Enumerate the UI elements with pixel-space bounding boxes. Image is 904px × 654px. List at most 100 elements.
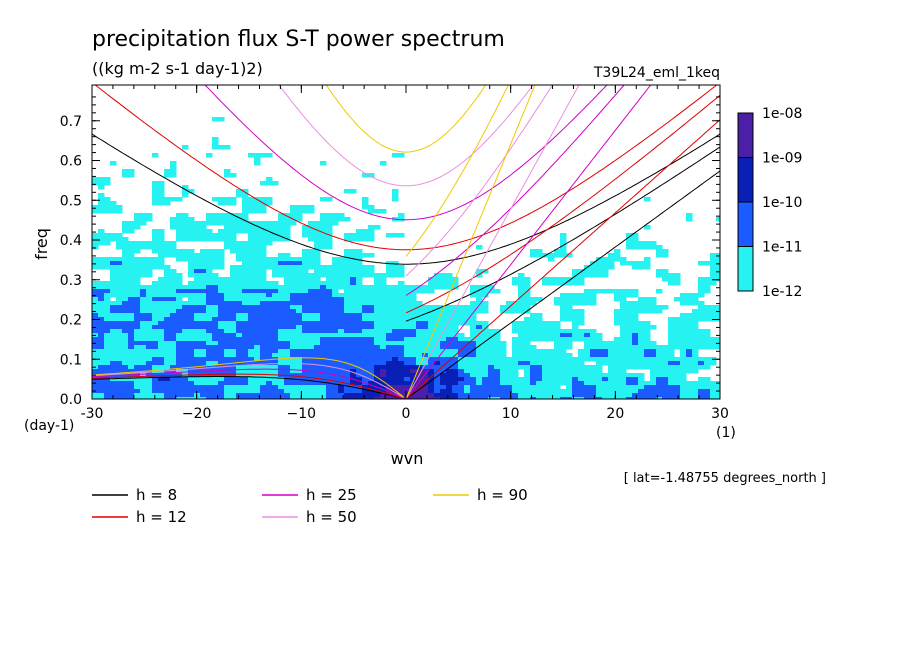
contour-cell <box>338 377 345 382</box>
contour-cell <box>356 297 363 302</box>
contour-cell <box>110 293 117 298</box>
contour-cell <box>116 205 123 210</box>
contour-cell <box>290 369 297 374</box>
contour-cell <box>128 301 135 306</box>
contour-cell <box>278 301 285 306</box>
contour-cell <box>236 357 243 362</box>
contour-cell <box>542 369 549 374</box>
contour-cell <box>704 285 711 290</box>
contour-cell <box>416 357 423 362</box>
contour-cell <box>182 337 189 342</box>
contour-cell <box>476 349 483 354</box>
contour-cell <box>266 345 273 350</box>
contour-cell <box>470 301 477 306</box>
contour-cell <box>212 117 219 122</box>
contour-cell <box>146 353 153 358</box>
contour-cell <box>380 293 387 298</box>
contour-cell <box>674 277 681 282</box>
contour-cell <box>584 341 591 346</box>
contour-cell <box>368 333 375 338</box>
contour-cell <box>392 329 399 334</box>
contour-cell <box>290 325 297 330</box>
contour-cell <box>392 349 399 354</box>
contour-cell <box>446 345 453 350</box>
contour-cell <box>458 313 465 318</box>
contour-cell <box>230 201 237 206</box>
contour-cell <box>266 389 273 394</box>
contour-cell <box>104 381 111 386</box>
contour-cell <box>380 209 387 214</box>
contour-cell <box>284 225 291 230</box>
contour-cell <box>338 277 345 282</box>
contour-cell <box>230 249 237 254</box>
contour-cell <box>470 285 477 290</box>
contour-cell <box>632 381 639 386</box>
contour-cell <box>386 341 393 346</box>
contour-cell <box>218 289 225 294</box>
contour-cell <box>554 377 561 382</box>
contour-cell <box>440 361 447 366</box>
contour-cell <box>620 357 627 362</box>
contour-cell <box>266 281 273 286</box>
contour-cell <box>230 293 237 298</box>
contour-cell <box>218 229 225 234</box>
contour-cell <box>278 213 285 218</box>
contour-cell <box>644 309 651 314</box>
contour-cell <box>314 377 321 382</box>
contour-cell <box>242 353 249 358</box>
contour-cell <box>128 305 135 310</box>
contour-cell <box>176 397 183 399</box>
contour-cell <box>320 237 327 242</box>
contour-cell <box>560 305 567 310</box>
contour-cell <box>176 389 183 394</box>
contour-cell <box>704 381 711 386</box>
contour-cell <box>104 289 111 294</box>
contour-cell <box>626 341 633 346</box>
contour-cell <box>308 237 315 242</box>
contour-cell <box>536 377 543 382</box>
contour-cell <box>566 357 573 362</box>
contour-cell <box>140 353 147 358</box>
contour-cell <box>470 305 477 310</box>
contour-cell <box>596 385 603 390</box>
contour-cell <box>350 357 357 362</box>
contour-cell <box>242 397 249 399</box>
contour-cell <box>224 369 231 374</box>
contour-cell <box>110 285 117 290</box>
contour-cell <box>638 377 645 382</box>
contour-cell <box>476 321 483 326</box>
contour-cell <box>272 365 279 370</box>
contour-cell <box>506 381 513 386</box>
contour-cell <box>380 281 387 286</box>
contour-cell <box>224 329 231 334</box>
contour-cell <box>584 365 591 370</box>
contour-cell <box>392 297 399 302</box>
contour-cell <box>344 265 351 270</box>
contour-cell <box>584 385 591 390</box>
contour-cell <box>362 205 369 210</box>
contour-cell <box>290 281 297 286</box>
contour-cell <box>284 301 291 306</box>
contour-cell <box>242 381 249 386</box>
contour-cell <box>614 249 621 254</box>
contour-cell <box>476 369 483 374</box>
contour-cell <box>290 297 297 302</box>
contour-cell <box>140 273 147 278</box>
contour-cell <box>302 389 309 394</box>
contour-cell <box>368 265 375 270</box>
contour-cell <box>296 261 303 266</box>
contour-cell <box>212 249 219 254</box>
contour-cell <box>152 309 159 314</box>
contour-cell <box>386 313 393 318</box>
contour-cell <box>158 397 165 399</box>
contour-cell <box>194 333 201 338</box>
contour-cell <box>692 365 699 370</box>
contour-cell <box>398 269 405 274</box>
contour-cell <box>674 325 681 330</box>
contour-cell <box>362 309 369 314</box>
contour-cell <box>278 297 285 302</box>
contour-cell <box>350 345 357 350</box>
contour-cell <box>566 329 573 334</box>
contour-cell <box>212 397 219 399</box>
contour-cell <box>668 337 675 342</box>
